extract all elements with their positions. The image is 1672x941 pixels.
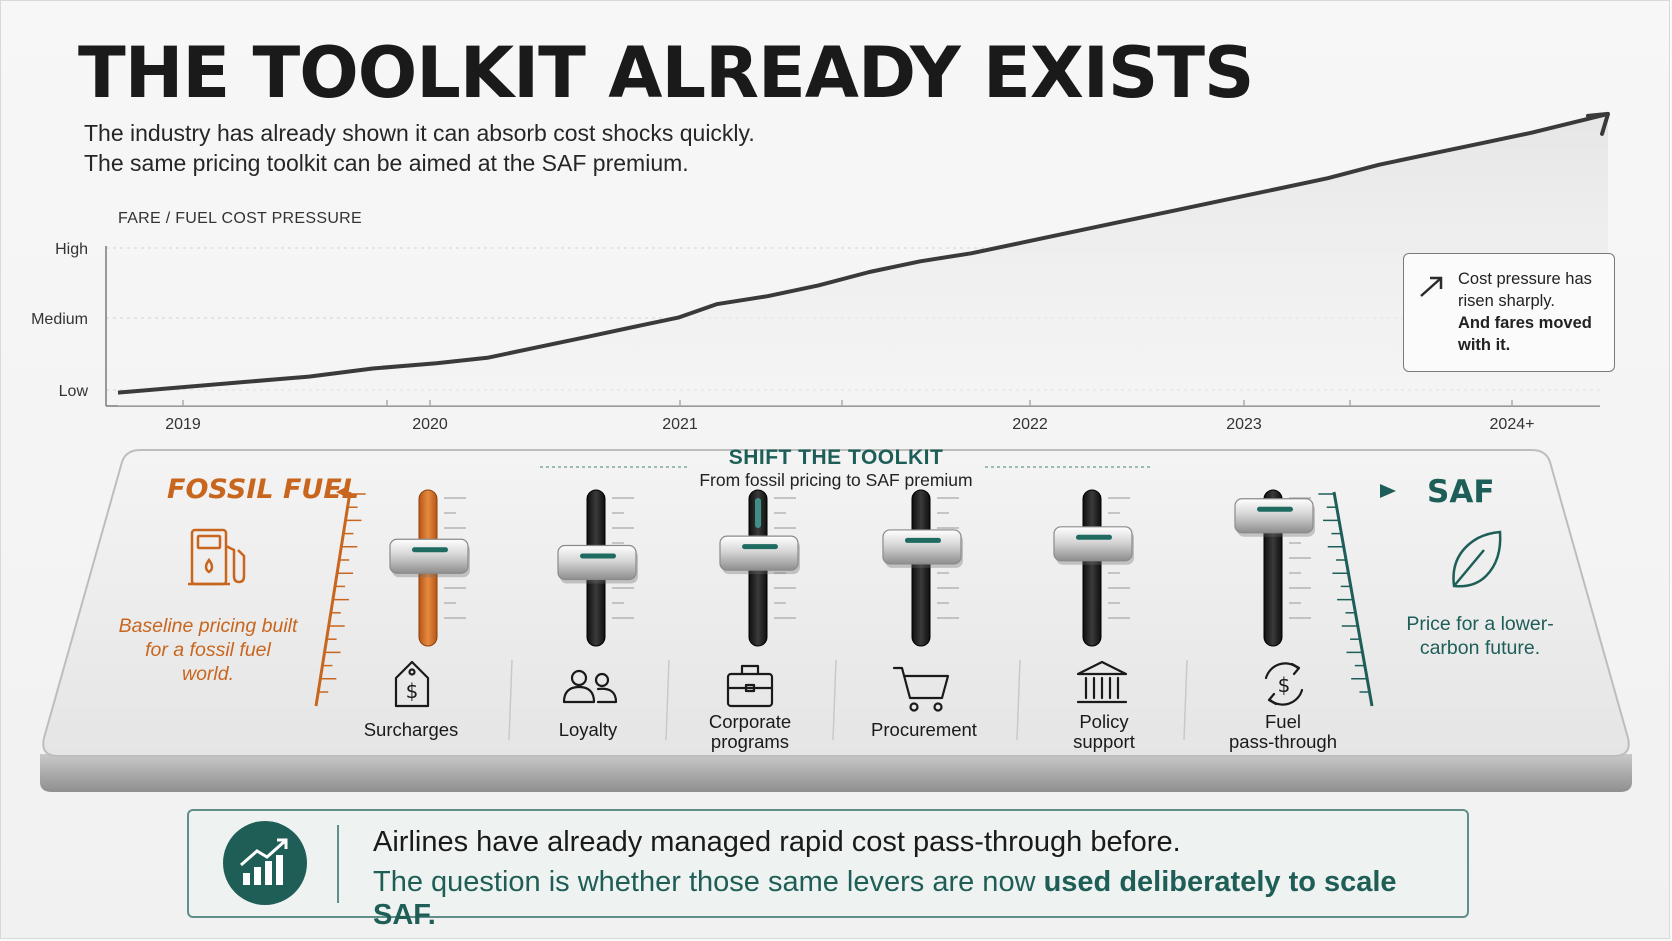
divider-line <box>665 659 670 741</box>
y-tick-label: Medium <box>31 311 88 328</box>
y-tick-label: Low <box>59 383 89 400</box>
saf-label: SAF <box>1427 474 1495 510</box>
toolkit-subtitle: From fossil pricing to SAF premium <box>699 470 973 490</box>
y-axis-labels: Low Medium High <box>31 241 88 400</box>
slider-knob <box>1234 498 1314 534</box>
lever-3 <box>719 489 800 647</box>
fossil-scale <box>314 491 366 707</box>
lever-6 <box>1234 489 1315 647</box>
callout-text: Cost pressure has risen sharply. And far… <box>1458 268 1608 356</box>
trend-arrowhead <box>1586 111 1610 136</box>
leaf-icon <box>1452 530 1502 588</box>
divider-line <box>508 659 513 741</box>
chart-callout: Cost pressure has risen sharply. And far… <box>1403 253 1615 372</box>
series-line <box>117 111 1609 395</box>
callout-bold: And fares moved with it. <box>1458 314 1592 354</box>
cart-icon <box>892 666 950 712</box>
cost-pressure-chart: Low Medium High 2019 2020 2021 2022 2023 2024+ <box>31 111 1610 433</box>
x-tick-label: 2021 <box>662 416 698 433</box>
x-axis-labels: 2019 2020 2021 2022 2023 2024+ <box>165 400 1534 433</box>
x-tick-label: 2020 <box>412 416 448 433</box>
banner-divider <box>337 825 339 903</box>
trend-up-icon <box>1420 276 1443 297</box>
x-tick-label: 2022 <box>1012 416 1048 433</box>
lever-label-5: Policy support <box>1073 711 1135 752</box>
slider-knob <box>719 535 799 571</box>
page-title: THE TOOLKIT ALREADY EXISTS <box>78 32 1254 114</box>
series-area <box>118 113 1608 407</box>
x-tick-label: 2023 <box>1226 416 1262 433</box>
page-subtitle: The industry has already shown it can ab… <box>84 118 755 178</box>
banner-line-2-normal: The question is whether those same lever… <box>373 866 1044 898</box>
lever-icons: $ $ <box>394 660 1304 712</box>
lever-2 <box>557 489 638 647</box>
fuel-pump-icon <box>188 528 246 586</box>
lever-label-6: Fuel pass-through <box>1229 711 1337 752</box>
subtitle-line-2: The same pricing toolkit can be aimed at… <box>84 150 689 176</box>
x-tick-label: 2019 <box>165 416 201 433</box>
slider-knob <box>1053 526 1133 562</box>
growth-chart-icon <box>223 821 307 905</box>
saf-pointer-icon <box>1380 484 1396 498</box>
banner-line-1: Airlines have already managed rapid cost… <box>373 826 1181 858</box>
bank-icon <box>1076 660 1128 704</box>
lever-4 <box>882 489 963 647</box>
fossil-pointer-icon <box>336 486 348 498</box>
banner-line-2-bold: used deliberately to scale SAF. <box>373 866 1397 931</box>
price-tag-icon: $ <box>394 660 430 708</box>
callout-normal: Cost pressure has risen sharply. <box>1458 270 1592 310</box>
saf-scale <box>1318 491 1374 707</box>
y-tick-label: High <box>55 241 88 258</box>
lever-label-1: Surcharges <box>363 719 459 740</box>
summary-banner: Airlines have already managed rapid cost… <box>187 809 1469 931</box>
subtitle-line-1: The industry has already shown it can ab… <box>84 120 755 146</box>
banner-line-2: The question is whether those same lever… <box>373 866 1467 932</box>
fossil-fuel-text: Baseline pricing built for a fossil fuel… <box>118 615 298 685</box>
slider-knob <box>882 529 962 565</box>
chart-title: FARE / FUEL COST PRESSURE <box>118 210 362 227</box>
x-tick-label: 2024+ <box>1490 416 1535 433</box>
fossil-fuel-label: FOSSIL FUEL <box>167 474 359 505</box>
slider-knob <box>557 544 637 581</box>
lever-label-2: Loyalty <box>558 719 618 740</box>
lever-label-4: Procurement <box>871 719 977 740</box>
lever-group <box>389 489 1315 647</box>
svg-text:$: $ <box>1278 673 1291 697</box>
divider-line <box>1183 659 1188 741</box>
fuel-cycle-icon: $ <box>1264 662 1304 706</box>
lever-1 <box>389 489 470 647</box>
lever-label-3: Corporate programs <box>708 711 792 752</box>
saf-text: Price for a lower-carbon future. <box>1406 613 1554 659</box>
divider-line <box>1016 659 1021 741</box>
toolkit-title: SHIFT THE TOOLKIT <box>728 446 944 469</box>
lever-dividers <box>508 659 1188 741</box>
people-icon <box>562 669 618 704</box>
briefcase-icon <box>726 664 774 708</box>
lever-5 <box>1053 489 1134 647</box>
divider-line <box>832 659 837 741</box>
svg-text:$: $ <box>406 679 419 703</box>
slider-knob <box>389 538 469 574</box>
